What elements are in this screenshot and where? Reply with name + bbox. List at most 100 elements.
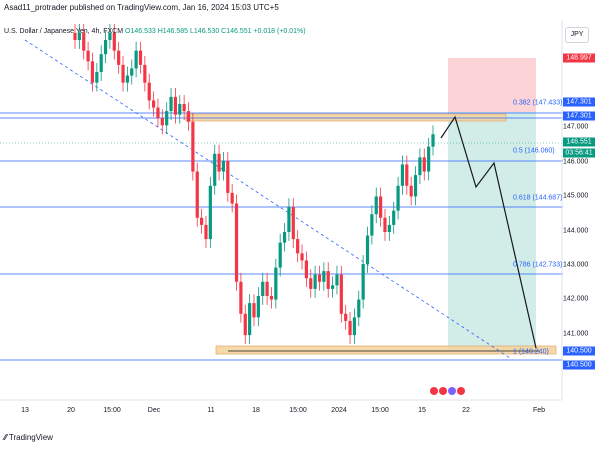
candles [73, 24, 435, 344]
candle-body [396, 185, 400, 211]
candle-body [86, 50, 90, 62]
candle-body [252, 303, 256, 318]
time-tick: Dec [147, 407, 161, 414]
price-tick: 142.000 [563, 295, 589, 303]
tradingview-logo[interactable]: ⁄⁄ TradingView [4, 433, 53, 442]
candle-body [309, 278, 313, 289]
price-tick: 144.000 [563, 227, 589, 235]
candle-body [431, 134, 435, 147]
candle-body [90, 61, 95, 83]
price-tag-stop: 148.997 [563, 53, 595, 63]
candle-body [261, 281, 265, 296]
fib-label: 0.786 (142.733) [513, 261, 563, 269]
candle-body [73, 32, 77, 40]
candle-body [387, 224, 391, 232]
candle-body [256, 296, 260, 318]
trend-line [24, 39, 511, 359]
candle-body [226, 160, 230, 193]
candle-body [352, 317, 357, 336]
candle-body [213, 153, 217, 186]
candle-body [326, 271, 330, 289]
brand-label: TradingView [8, 433, 53, 442]
candle-body [313, 274, 317, 289]
take-profit-zone [448, 112, 536, 350]
candle-body [300, 253, 304, 261]
currency-badge[interactable]: JPY [565, 27, 589, 43]
candle-body [121, 64, 125, 83]
candle-body [108, 32, 112, 40]
candle-body [248, 303, 252, 336]
event-icon[interactable] [430, 387, 438, 395]
candle-body [112, 32, 116, 51]
candle-body [365, 235, 370, 264]
candle-body [374, 196, 378, 215]
candle-body [125, 75, 129, 83]
candle-body [160, 118, 164, 126]
candle-body [243, 313, 247, 336]
candle-body [322, 271, 326, 282]
price-tag-countdown: 03:56:41 [563, 148, 595, 158]
candle-body [134, 50, 138, 69]
candle-body [173, 96, 178, 115]
price-tag-level: 147.301 [563, 97, 595, 107]
publish-info: Asad11_protrader published on TradingVie… [4, 3, 279, 12]
candle-body [186, 111, 191, 122]
candle-body [400, 164, 405, 186]
candle-body [103, 40, 108, 55]
price-tick: 143.000 [563, 261, 589, 269]
candle-body [117, 50, 121, 65]
time-tick: 18 [252, 407, 260, 414]
price-tag-level: 140.500 [563, 346, 595, 356]
price-tag-current: 146.551 [563, 137, 595, 147]
economic-events[interactable] [430, 382, 466, 400]
candle-body [234, 203, 239, 282]
candle-body [182, 104, 186, 112]
time-tick: Feb [532, 407, 546, 414]
candle-body [99, 54, 103, 72]
candle-body [95, 72, 99, 83]
fib-label: 1 (140.240) [513, 348, 549, 356]
price-tick: 146.000 [563, 158, 589, 166]
symbol-info: U.S. Dollar / Japanese Yen, 4h, FXCM O14… [4, 28, 306, 35]
fib-label: 0.382 (147.433) [513, 99, 563, 107]
price-tick: 141.000 [563, 330, 589, 338]
candle-body [191, 121, 195, 172]
ohlc-values: O146.533 H146.585 L146.530 C146.551 +0.0… [125, 28, 306, 35]
candle-body [427, 146, 431, 172]
candle-body [405, 164, 409, 186]
candle-body [282, 232, 287, 243]
candle-body [239, 281, 243, 314]
candle-body [221, 160, 226, 172]
candle-body [357, 299, 361, 318]
candle-body [278, 242, 282, 268]
candle-body [265, 281, 269, 296]
candle-body [361, 264, 365, 300]
stop-loss-zone [448, 58, 536, 112]
candle-body [169, 96, 173, 112]
candle-body [204, 224, 208, 240]
candle-body [330, 285, 335, 289]
candle-body [143, 64, 147, 83]
support-zone [215, 345, 557, 355]
time-tick: 20 [67, 407, 75, 414]
resistance-zone [185, 113, 507, 122]
candle-body [379, 196, 383, 218]
price-tag-level: 140.500 [563, 360, 595, 370]
event-icon[interactable] [457, 387, 465, 395]
candle-body [409, 185, 413, 197]
candle-body [195, 171, 199, 218]
time-tick: 22 [462, 407, 470, 414]
event-icon[interactable] [448, 387, 456, 395]
candle-body [200, 217, 204, 225]
time-tick: 15:00 [103, 407, 121, 414]
candle-body [208, 185, 212, 240]
candle-body [392, 210, 396, 225]
event-icon[interactable] [439, 387, 447, 395]
symbol-name: U.S. Dollar / Japanese Yen, 4h, FXCM [4, 28, 124, 35]
projection-path [440, 115, 537, 349]
candle-body [296, 239, 300, 254]
candle-body [418, 157, 422, 176]
candle-body [138, 50, 143, 65]
candle-body [178, 104, 182, 115]
